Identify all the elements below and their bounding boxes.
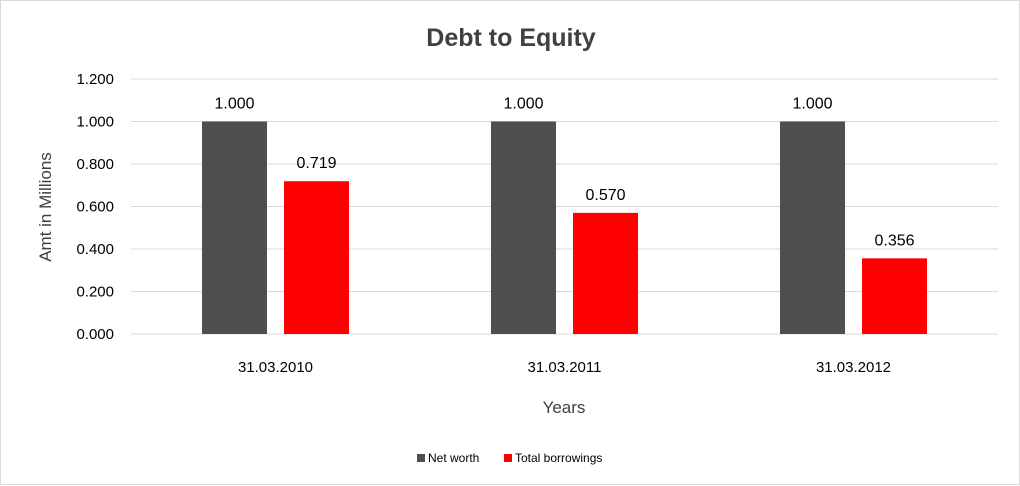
x-tick-label: 31.03.2010 [238, 359, 313, 376]
y-tick-label: 0.600 [76, 199, 114, 216]
chart-title: Debt to Equity [426, 24, 596, 52]
bar-total-borrowings [284, 181, 349, 334]
y-tick-label: 0.000 [76, 326, 114, 343]
y-tick-label: 1.200 [76, 71, 114, 88]
x-axis-ticks: 31.03.2010 31.03.2011 31.03.2012 [238, 359, 891, 376]
gridlines [131, 78, 998, 335]
legend: Net worth Total borrowings [417, 451, 602, 465]
y-axis-title: Amt in Millions [36, 152, 55, 262]
x-tick-label: 31.03.2012 [816, 359, 891, 376]
y-axis-ticks: 0.000 0.200 0.400 0.600 0.800 1.000 1.200 [76, 71, 114, 343]
y-tick-label: 0.200 [76, 284, 114, 301]
bars [202, 121, 927, 334]
bar-total-borrowings [862, 258, 927, 334]
data-label: 0.570 [585, 187, 625, 204]
x-axis-title: Years [543, 398, 586, 417]
data-label: 0.719 [296, 155, 336, 172]
bar-total-borrowings [573, 212, 638, 334]
data-label: 1.000 [792, 96, 832, 113]
data-labels: 1.000 0.719 1.000 0.570 1.000 0.356 [214, 96, 914, 250]
data-label: 1.000 [503, 96, 543, 113]
data-label: 1.000 [214, 96, 254, 113]
y-tick-label: 1.000 [76, 114, 114, 131]
bar-net-worth [780, 121, 845, 334]
legend-swatch [417, 454, 425, 462]
x-tick-label: 31.03.2011 [528, 359, 602, 376]
legend-label: Total borrowings [515, 451, 602, 465]
legend-swatch [504, 454, 512, 462]
y-tick-label: 0.400 [76, 241, 114, 258]
bar-net-worth [202, 121, 267, 334]
y-tick-label: 0.800 [76, 156, 114, 173]
legend-label: Net worth [428, 451, 479, 465]
data-label: 0.356 [874, 232, 914, 249]
bar-net-worth [491, 121, 556, 334]
